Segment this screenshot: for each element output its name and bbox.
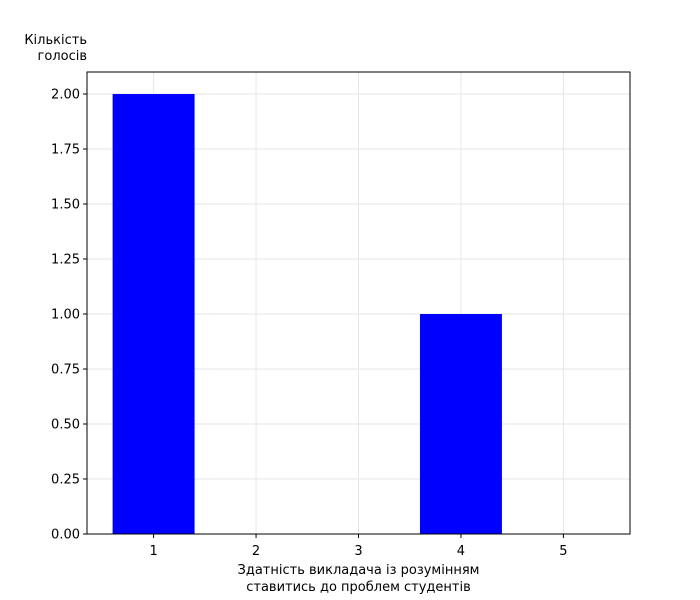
y-tick-label-1: 0.25 (51, 473, 80, 488)
y-tick-label-5: 1.25 (51, 253, 80, 268)
y-tick-label-8: 2.00 (51, 88, 80, 103)
y-tick-label-4: 1.00 (51, 308, 80, 323)
x-axis-label-line-1: Здатність викладача із розумінням (238, 563, 480, 578)
y-tick-label-6: 1.50 (51, 198, 80, 213)
x-tick-label-1: 1 (149, 544, 157, 559)
x-axis-label-line-2: ставитись до проблем студентів (246, 580, 471, 595)
x-tick-label-3: 3 (354, 544, 362, 559)
x-tick-label-5: 5 (559, 544, 567, 559)
bar-4 (419, 314, 502, 534)
y-tick-label-0: 0.00 (51, 528, 80, 543)
y-tick-label-3: 0.75 (51, 363, 80, 378)
bars (112, 94, 502, 534)
x-axis-ticks: 1 2 3 4 5 (149, 534, 568, 559)
x-tick-label-2: 2 (252, 544, 260, 559)
y-axis-ticks: 0.00 0.25 0.50 0.75 1.00 1.25 1.50 1.75 2.00 (51, 88, 87, 543)
y-axis-label-line-1: Кількість (24, 33, 87, 48)
bar-1 (112, 94, 195, 534)
x-tick-label-4: 4 (457, 544, 465, 559)
y-tick-label-7: 1.75 (51, 143, 80, 158)
y-axis-label-line-2: голосів (38, 49, 87, 64)
y-tick-label-2: 0.50 (51, 418, 80, 433)
